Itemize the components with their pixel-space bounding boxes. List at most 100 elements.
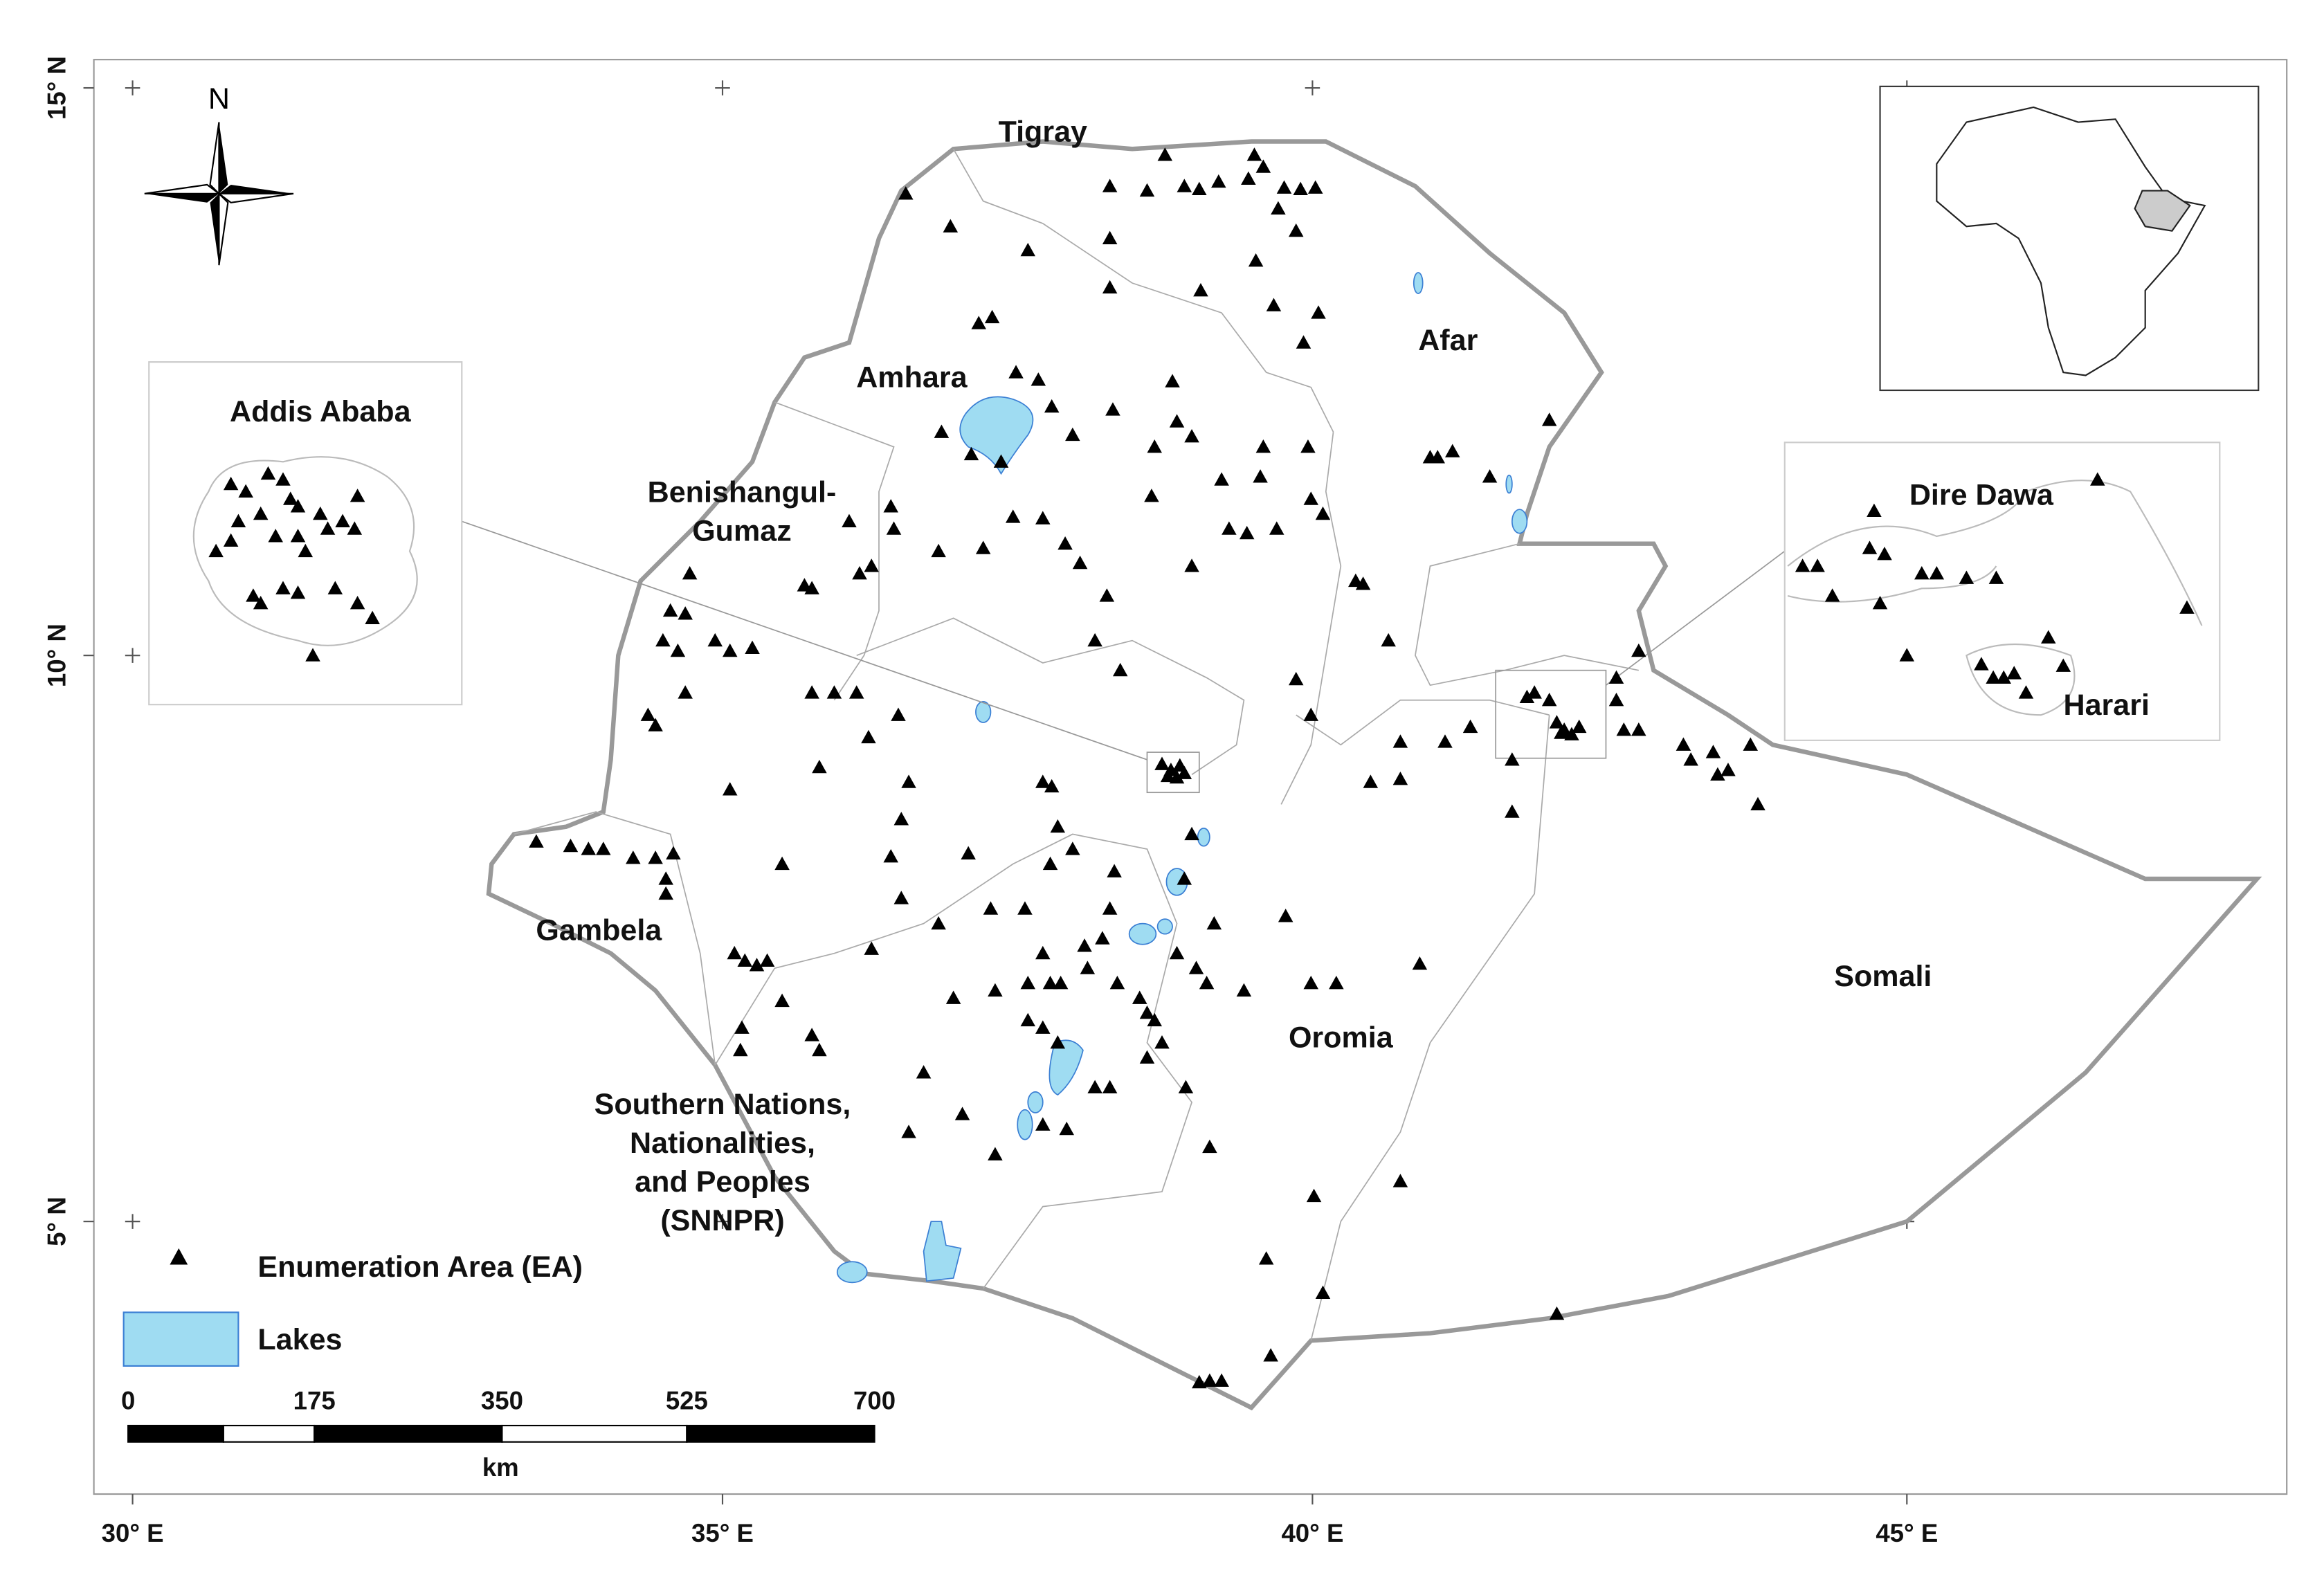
ea-marker: [1608, 670, 1624, 684]
legend-ea-symbol: [170, 1248, 188, 1265]
longitude-label: 35° E: [691, 1519, 754, 1547]
ea-marker: [1008, 365, 1024, 379]
ea-marker: [666, 846, 681, 860]
ea-marker: [1177, 179, 1192, 192]
ea-marker: [1437, 734, 1453, 748]
region-label: and Peoples: [635, 1165, 810, 1199]
ea-marker: [1872, 596, 1888, 610]
ea-marker: [1608, 692, 1624, 707]
ea-marker: [812, 1042, 827, 1057]
ea-marker: [246, 588, 261, 602]
ea-marker: [298, 543, 314, 558]
ea-marker: [2041, 630, 2056, 644]
ea-marker: [290, 585, 306, 599]
ea-marker: [1102, 901, 1118, 915]
ea-marker: [290, 499, 306, 513]
ea-marker: [901, 1125, 916, 1138]
inset-label: Dire Dawa: [1909, 479, 2054, 512]
ea-marker: [347, 521, 363, 535]
ea-marker: [1169, 945, 1185, 960]
ea-marker: [1050, 1035, 1066, 1049]
ea-marker: [2179, 600, 2195, 614]
ea-marker: [1202, 1373, 1217, 1387]
ea-marker: [1721, 763, 1736, 776]
ea-marker: [253, 596, 269, 610]
ea-marker: [208, 543, 224, 558]
ea-marker: [864, 558, 880, 572]
ea-marker: [1020, 242, 1036, 257]
ea-marker: [774, 993, 790, 1008]
ea-marker: [2006, 666, 2022, 680]
ea-marker: [901, 774, 916, 788]
ea-marker: [1541, 412, 1557, 426]
ea-marker: [1193, 283, 1208, 297]
ea-marker: [993, 454, 1009, 468]
ea-marker: [678, 606, 693, 620]
ea-marker: [812, 759, 827, 774]
ea-marker: [988, 983, 1003, 997]
ea-marker: [1571, 719, 1587, 734]
region-label: Benishangul-: [648, 475, 837, 509]
ea-marker: [1683, 752, 1698, 766]
ea-marker: [1139, 183, 1155, 197]
ea-marker: [1381, 632, 1396, 647]
ea-marker: [1996, 670, 2011, 684]
ea-marker: [707, 632, 723, 647]
ea-marker: [1147, 1012, 1162, 1027]
ea-marker: [1109, 975, 1125, 990]
ea-marker: [1192, 181, 1207, 196]
ea-marker: [1035, 1117, 1051, 1131]
ea-marker: [1077, 938, 1092, 952]
ea-marker: [1278, 909, 1293, 922]
ea-marker: [1087, 632, 1102, 647]
ea-marker: [945, 990, 961, 1004]
ea-marker: [1311, 305, 1326, 319]
ea-marker: [1300, 439, 1316, 453]
ea-marker: [722, 643, 738, 657]
ea-marker: [1154, 1035, 1170, 1049]
ea-marker: [1112, 662, 1128, 677]
ea-marker: [1269, 521, 1284, 535]
ea-marker: [658, 871, 673, 885]
ea-marker: [1276, 180, 1292, 194]
scale-label: 525: [666, 1386, 708, 1414]
ea-marker: [1202, 1139, 1217, 1154]
ea-marker: [1564, 727, 1579, 740]
inset-label: Harari: [2064, 689, 2150, 722]
ea-marker: [2055, 658, 2071, 672]
ea-marker: [1042, 856, 1058, 871]
ea-marker: [1236, 983, 1252, 997]
ea-marker: [893, 812, 909, 826]
ea-marker: [682, 565, 698, 580]
region-label: (SNNPR): [660, 1204, 784, 1237]
ea-marker: [275, 581, 291, 594]
lakes: [836, 272, 1528, 1284]
ea-marker: [1005, 509, 1021, 523]
ea-marker: [1307, 180, 1323, 194]
ea-marker: [852, 565, 867, 580]
ea-marker: [1177, 871, 1192, 885]
ea-marker: [1549, 1306, 1565, 1320]
ea-marker: [1315, 1285, 1331, 1300]
ea-marker: [327, 581, 343, 594]
ea-marker: [1239, 525, 1255, 540]
ea-marker: [290, 529, 306, 543]
ea-marker: [1899, 648, 1915, 662]
ea-marker: [581, 841, 597, 855]
ea-marker: [335, 513, 350, 528]
ea-marker: [1527, 685, 1542, 699]
scale-unit: km: [482, 1453, 519, 1482]
ea-marker: [1188, 961, 1204, 974]
ea-marker: [1303, 491, 1319, 505]
scale-bar: [127, 1424, 875, 1443]
ea-marker: [268, 529, 283, 543]
ea-marker: [1139, 1050, 1155, 1064]
ea-marker: [1363, 774, 1379, 788]
ea-marker: [842, 513, 857, 528]
region-label: Nationalities,: [630, 1127, 815, 1160]
ea-marker: [1184, 428, 1199, 443]
ea-marker: [1810, 558, 1825, 572]
ea-marker: [963, 446, 979, 461]
ea-marker: [893, 891, 909, 904]
